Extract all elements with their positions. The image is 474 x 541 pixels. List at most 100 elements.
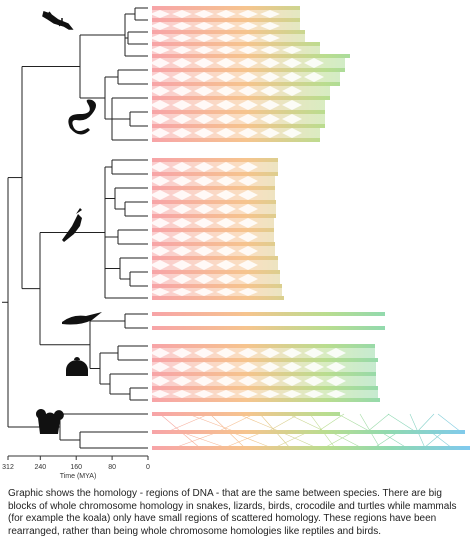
crossing: [304, 362, 324, 372]
crossing: [304, 376, 324, 386]
crossing: [238, 232, 258, 242]
crossing: [260, 390, 280, 398]
crossing: [172, 176, 192, 186]
crossing: [216, 128, 236, 138]
crossing: [216, 190, 236, 200]
crossing: [150, 114, 170, 124]
crossing: [194, 128, 214, 138]
crossing: [238, 204, 258, 214]
crossing: [282, 86, 302, 96]
crossing: [194, 260, 214, 270]
crossing: [216, 348, 236, 358]
crossing: [172, 376, 192, 386]
crossing: [172, 246, 192, 256]
scatter-link: [316, 413, 345, 433]
band: [152, 172, 278, 176]
band: [152, 158, 278, 162]
scatter-link: [409, 413, 426, 449]
tick-label: 0: [146, 464, 150, 471]
crossing: [194, 362, 214, 372]
crossing: [172, 232, 192, 242]
crossing: [260, 376, 280, 386]
band: [152, 42, 320, 46]
crossing: [150, 58, 170, 68]
tick-label: 160: [70, 464, 82, 471]
time-axis: Time (MYA) 312 240 160 80 0: [2, 455, 150, 480]
crossing: [238, 288, 258, 296]
crossing: [282, 46, 302, 54]
crossing: [216, 288, 236, 296]
crossing: [150, 46, 170, 54]
crossing: [282, 72, 302, 82]
crossing: [150, 190, 170, 200]
koala-icon: [35, 408, 64, 434]
crossing: [150, 10, 170, 18]
crossing: [172, 204, 192, 214]
crocodile-icon: [62, 312, 102, 328]
scatter-link: [180, 431, 228, 449]
crossing: [172, 348, 192, 358]
turtle-icon: [64, 357, 88, 382]
crossing: [216, 46, 236, 54]
crossing: [172, 86, 192, 96]
band: [152, 30, 305, 34]
scatter-link: [280, 431, 318, 449]
crossing: [150, 100, 170, 110]
crossing: [216, 58, 236, 68]
scatter-link: [387, 413, 417, 433]
crossing: [326, 362, 346, 372]
crossing: [260, 58, 280, 68]
crossing: [282, 58, 302, 68]
crossing: [194, 46, 214, 54]
crossing: [194, 274, 214, 284]
crossing: [194, 114, 214, 124]
band: [152, 312, 385, 316]
crossing: [238, 86, 258, 96]
crossing: [150, 260, 170, 270]
crossing: [238, 162, 258, 172]
scatter-link: [423, 431, 444, 449]
scatter-link: [187, 413, 237, 433]
phylogeny: [2, 7, 148, 449]
scatter-link: [437, 413, 462, 433]
crossing: [216, 22, 236, 30]
lizard-icon: [42, 11, 74, 30]
crossing: [150, 204, 170, 214]
crossing: [150, 22, 170, 30]
crossing: [238, 260, 258, 270]
band: [152, 214, 276, 218]
crossing: [238, 58, 258, 68]
crossing: [260, 22, 280, 30]
crossing: [304, 348, 324, 358]
crossing: [172, 362, 192, 372]
crossing: [260, 128, 280, 138]
crossing: [238, 176, 258, 186]
band: [152, 372, 376, 376]
crossing: [150, 34, 170, 42]
scatter-link: [330, 431, 363, 449]
crossing: [150, 128, 170, 138]
tick-label: 80: [108, 464, 116, 471]
crossing: [304, 390, 324, 398]
crossing: [172, 10, 192, 18]
figure: Time (MYA) 312 240 160 80 0: [2, 6, 470, 480]
crossing: [238, 190, 258, 200]
crossing: [238, 34, 258, 42]
scatter-link: [209, 413, 246, 449]
crossing: [150, 390, 170, 398]
crossing: [194, 232, 214, 242]
axis-label: Time (MYA): [60, 473, 97, 480]
crossing: [216, 176, 236, 186]
crossing: [172, 218, 192, 228]
crossing: [282, 100, 302, 110]
band: [152, 6, 300, 10]
crossing: [238, 376, 258, 386]
scatter-link: [230, 431, 273, 449]
band: [152, 386, 378, 390]
scatter-link: [309, 413, 336, 449]
crossing: [216, 10, 236, 18]
crossing: [172, 128, 192, 138]
crossing: [282, 376, 302, 386]
crossing: [150, 246, 170, 256]
